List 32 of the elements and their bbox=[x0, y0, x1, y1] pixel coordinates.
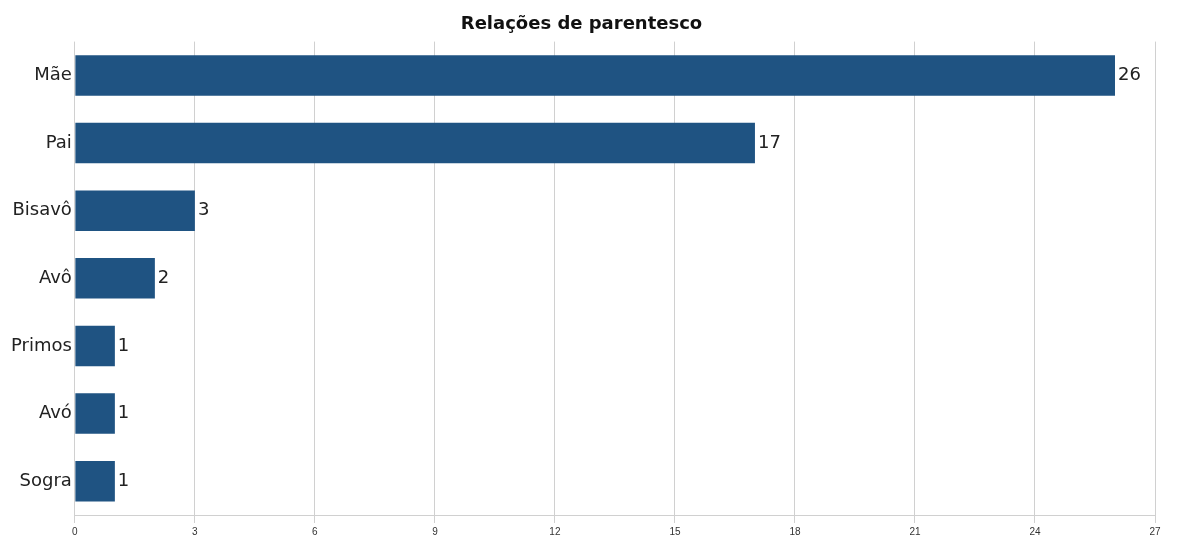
x-tick-label: 12 bbox=[549, 525, 561, 537]
y-tick-label: Bisavô bbox=[12, 198, 72, 220]
data-label: 2 bbox=[157, 265, 170, 287]
chart-title: Relações de parentesco bbox=[460, 12, 703, 34]
data-label: 1 bbox=[117, 401, 130, 423]
y-tick-label: Mãe bbox=[34, 63, 72, 85]
data-label: 1 bbox=[117, 468, 130, 490]
bar bbox=[75, 55, 1115, 96]
x-tick-label: 9 bbox=[432, 525, 439, 537]
x-tick-label: 24 bbox=[1029, 525, 1041, 537]
y-tick-label: Sogra bbox=[19, 468, 72, 490]
x-tick-label: 18 bbox=[789, 525, 801, 537]
x-tick-label: 27 bbox=[1149, 525, 1161, 537]
data-label: 1 bbox=[117, 333, 130, 355]
y-tick-label: Avó bbox=[38, 401, 72, 423]
bar bbox=[75, 258, 155, 299]
bar bbox=[75, 460, 115, 502]
bar bbox=[75, 393, 115, 434]
x-tick-label: 6 bbox=[312, 525, 319, 537]
bar bbox=[75, 325, 115, 367]
x-tick-label: 3 bbox=[192, 525, 199, 537]
bar bbox=[75, 122, 755, 164]
x-tick-label: 0 bbox=[72, 525, 79, 537]
x-tick-label: 21 bbox=[909, 525, 921, 537]
y-tick-label: Pai bbox=[45, 130, 72, 152]
y-tick-label: Avô bbox=[38, 265, 72, 287]
x-tick-label: 15 bbox=[669, 525, 681, 537]
data-label: 3 bbox=[197, 198, 210, 220]
data-label: 17 bbox=[757, 130, 781, 152]
data-label: 26 bbox=[1117, 63, 1141, 85]
y-tick-label: Primos bbox=[10, 333, 72, 355]
bar bbox=[75, 190, 195, 231]
